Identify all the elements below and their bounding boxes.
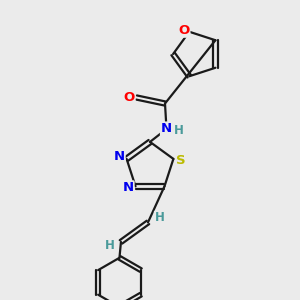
Text: N: N [113,150,125,163]
Text: S: S [176,154,186,167]
Text: H: H [105,239,115,252]
Text: N: N [161,122,172,136]
Text: H: H [174,124,184,137]
Text: O: O [123,91,135,104]
Text: N: N [122,182,134,194]
Text: H: H [154,212,164,224]
Text: O: O [178,24,190,37]
